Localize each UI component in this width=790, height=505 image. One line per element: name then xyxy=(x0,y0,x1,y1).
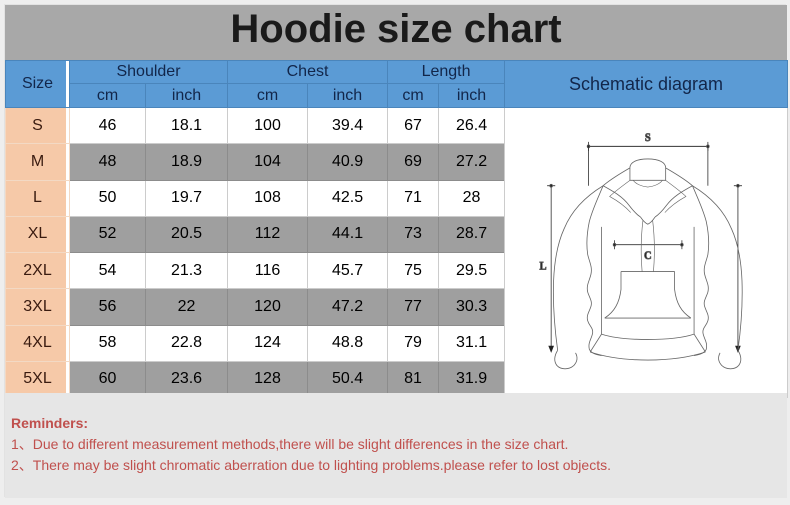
svg-text:C: C xyxy=(644,250,652,263)
svg-text:S: S xyxy=(645,132,651,145)
svg-text:L: L xyxy=(540,260,547,273)
